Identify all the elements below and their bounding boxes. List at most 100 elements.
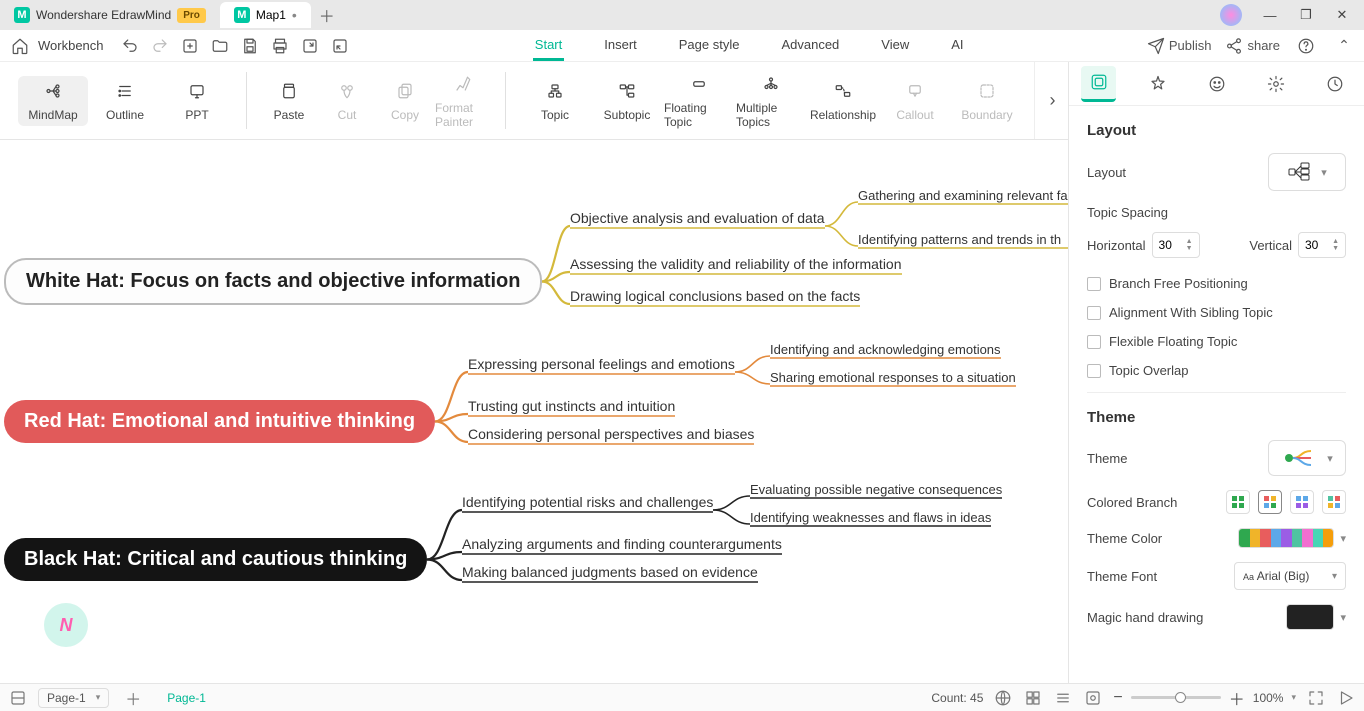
tool-multiple-topics[interactable]: Multiple Topics: [736, 69, 806, 133]
tool-subtopic[interactable]: Subtopic: [592, 76, 662, 126]
open-button[interactable]: [208, 34, 232, 58]
tool-floating-topic[interactable]: Floating Topic: [664, 69, 734, 133]
subtopic[interactable]: Analyzing arguments and finding countera…: [462, 536, 782, 554]
topic-white-hat[interactable]: White Hat: Focus on facts and objective …: [4, 258, 542, 305]
topic-red-hat[interactable]: Red Hat: Emotional and intuitive thinkin…: [4, 400, 435, 443]
import-button[interactable]: [328, 34, 352, 58]
document-tab[interactable]: M Map1 •: [220, 2, 311, 28]
vertical-spacing-input[interactable]: 30▲▼: [1298, 232, 1346, 258]
subtopic[interactable]: Gathering and examining relevant fa: [858, 188, 1068, 204]
share-button[interactable]: share: [1225, 37, 1280, 55]
fit-icon[interactable]: [1083, 689, 1103, 707]
style-tab[interactable]: [1140, 66, 1175, 102]
view-ppt[interactable]: PPT: [162, 76, 232, 126]
menu-advanced[interactable]: Advanced: [779, 31, 841, 61]
subtopic[interactable]: Drawing logical conclusions based on the…: [570, 288, 860, 306]
theme-picker[interactable]: ▾: [1268, 440, 1346, 476]
tool-topic[interactable]: Topic: [520, 76, 590, 126]
workbench-label[interactable]: Workbench: [38, 38, 104, 53]
fullscreen-button[interactable]: [1306, 689, 1326, 707]
layout-picker[interactable]: ▾: [1268, 153, 1346, 191]
theme-font-select[interactable]: Aa Arial (Big)▾: [1234, 562, 1346, 590]
menubar: Workbench Start Insert Page style Advanced V…: [0, 30, 1364, 62]
theme-color-label: Theme Color: [1087, 531, 1162, 546]
menu-page-style[interactable]: Page style: [677, 31, 742, 61]
menu-insert[interactable]: Insert: [602, 31, 639, 61]
subtopic[interactable]: Evaluating possible negative consequence…: [750, 482, 1002, 498]
add-tab-button[interactable]: ＋: [319, 3, 335, 27]
subtopic[interactable]: Identifying potential risks and challeng…: [462, 494, 713, 512]
view-mindmap[interactable]: MindMap: [18, 76, 88, 126]
minimize-button[interactable]: —: [1252, 1, 1288, 29]
menu-start[interactable]: Start: [533, 31, 564, 61]
mindmap-icon: [42, 80, 64, 102]
view-outline[interactable]: Outline: [90, 76, 160, 126]
branch-style-2[interactable]: [1258, 490, 1282, 514]
subtopic[interactable]: Assessing the validity and reliability o…: [570, 256, 902, 274]
undo-button[interactable]: [118, 34, 142, 58]
maximize-button[interactable]: ❐: [1288, 1, 1324, 29]
ai-fab-button[interactable]: N: [44, 603, 88, 647]
settings-tab[interactable]: [1258, 66, 1293, 102]
user-avatar[interactable]: [1220, 4, 1242, 26]
globe-icon[interactable]: [993, 689, 1013, 707]
new-button[interactable]: [178, 34, 202, 58]
present-button[interactable]: [1336, 689, 1356, 707]
redo-button[interactable]: [148, 34, 172, 58]
zoom-control: − ＋ 100% ▾: [1113, 686, 1296, 710]
pages-icon[interactable]: [8, 689, 28, 707]
topic-black-hat[interactable]: Black Hat: Critical and cautious thinkin…: [4, 538, 427, 581]
checkbox-topic-overlap[interactable]: Topic Overlap: [1087, 363, 1346, 378]
tool-paste[interactable]: Paste: [261, 76, 317, 126]
checkbox-flexible-floating-topic[interactable]: Flexible Floating Topic: [1087, 334, 1346, 349]
export-button[interactable]: [298, 34, 322, 58]
save-button[interactable]: [238, 34, 262, 58]
horizontal-spacing-input[interactable]: 30▲▼: [1152, 232, 1200, 258]
subtopic[interactable]: Sharing emotional responses to a situati…: [770, 370, 1016, 386]
close-button[interactable]: ✕: [1324, 1, 1360, 29]
theme-section-title: Theme: [1087, 409, 1346, 426]
subtopic[interactable]: Making balanced judgments based on evide…: [462, 564, 758, 582]
page-tab[interactable]: Page-1: [157, 691, 216, 705]
publish-button[interactable]: Publish: [1147, 37, 1212, 55]
list-icon[interactable]: [1053, 689, 1073, 707]
zoom-in-button[interactable]: ＋: [1229, 686, 1245, 710]
help-button[interactable]: [1294, 34, 1318, 58]
colored-branch-label: Colored Branch: [1087, 495, 1177, 510]
layout-tab[interactable]: [1081, 66, 1116, 102]
add-page-button[interactable]: ＋: [119, 686, 147, 710]
zoom-out-button[interactable]: −: [1113, 689, 1122, 707]
view-group: MindMapOutlinePPT: [6, 62, 244, 139]
subtopic[interactable]: Identifying patterns and trends in th: [858, 232, 1061, 248]
subtopic[interactable]: Objective analysis and evaluation of dat…: [570, 210, 825, 228]
subtopic[interactable]: Identifying and acknowledging emotions: [770, 342, 1001, 358]
tool-callout[interactable]: Callout: [880, 76, 950, 126]
collapse-ribbon-button[interactable]: ⌃: [1332, 34, 1356, 58]
tool-boundary[interactable]: Boundary: [952, 76, 1022, 126]
page-selector[interactable]: Page-1▾: [38, 688, 109, 708]
colored-branch-options: [1226, 490, 1346, 514]
branch-style-3[interactable]: [1290, 490, 1314, 514]
menu-ai[interactable]: AI: [949, 31, 965, 61]
print-button[interactable]: [268, 34, 292, 58]
subtopic[interactable]: Expressing personal feelings and emotion…: [468, 356, 735, 374]
grid-icon[interactable]: [1023, 689, 1043, 707]
emoji-tab[interactable]: [1199, 66, 1234, 102]
zoom-slider[interactable]: [1131, 696, 1221, 699]
branch-style-4[interactable]: [1322, 490, 1346, 514]
subtopic[interactable]: Identifying weaknesses and flaws in idea…: [750, 510, 991, 526]
theme-color-picker[interactable]: [1238, 528, 1334, 548]
checkbox-alignment-with-sibling-topic[interactable]: Alignment With Sibling Topic: [1087, 305, 1346, 320]
branch-style-1[interactable]: [1226, 490, 1250, 514]
tool-relationship[interactable]: Relationship: [808, 76, 878, 126]
canvas[interactable]: White Hat: Focus on facts and objective …: [0, 140, 1068, 683]
history-tab[interactable]: [1317, 66, 1352, 102]
magic-hand-color[interactable]: [1286, 604, 1334, 630]
topic-group: TopicSubtopicFloating TopicMultiple Topi…: [508, 62, 1034, 139]
menu-view[interactable]: View: [879, 31, 911, 61]
home-icon[interactable]: [8, 34, 32, 58]
subtopic[interactable]: Trusting gut instincts and intuition: [468, 398, 675, 416]
ribbon-scroll-right[interactable]: ›: [1034, 62, 1070, 139]
subtopic[interactable]: Considering personal perspectives and bi…: [468, 426, 754, 444]
checkbox-branch-free-positioning[interactable]: Branch Free Positioning: [1087, 276, 1346, 291]
